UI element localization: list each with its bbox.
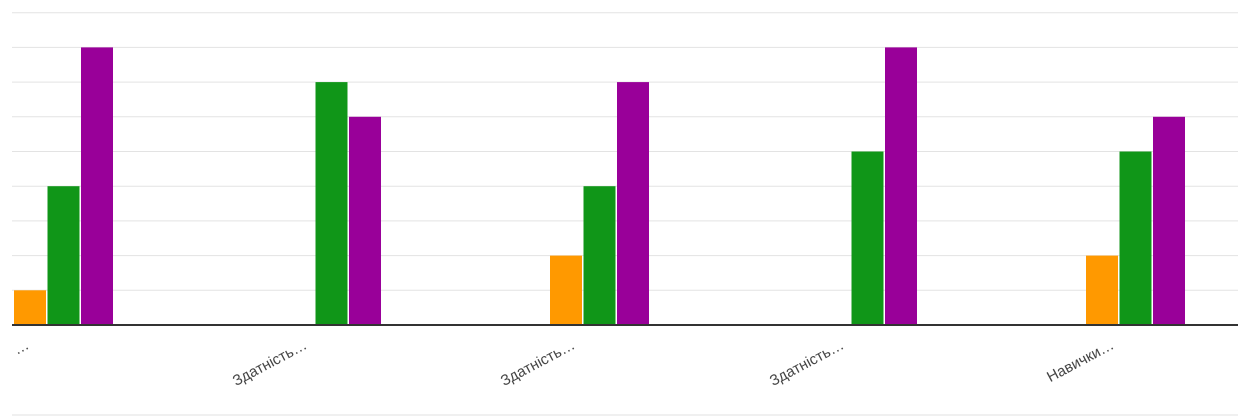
x-tick-label: … (11, 337, 32, 359)
x-tick-label: Навички… (1044, 337, 1117, 386)
x-tick-label: Здатність… (230, 337, 310, 390)
bar (885, 47, 917, 326)
bar (617, 82, 649, 325)
bar (1153, 116, 1185, 325)
bar (851, 151, 884, 325)
x-tick-labels: … Здатність… Здатність… Здатність… Навички… (11, 337, 1117, 390)
bar (315, 82, 348, 325)
x-tick-label: Здатність… (498, 337, 578, 390)
bar (1119, 151, 1152, 325)
bar (1086, 255, 1118, 325)
bars (14, 47, 1185, 326)
x-tick-label: Здатність… (767, 337, 847, 390)
bar (81, 47, 113, 326)
bar (14, 290, 46, 325)
bar (550, 255, 582, 325)
bar (583, 186, 616, 325)
bar (349, 116, 381, 325)
bar (47, 186, 80, 325)
